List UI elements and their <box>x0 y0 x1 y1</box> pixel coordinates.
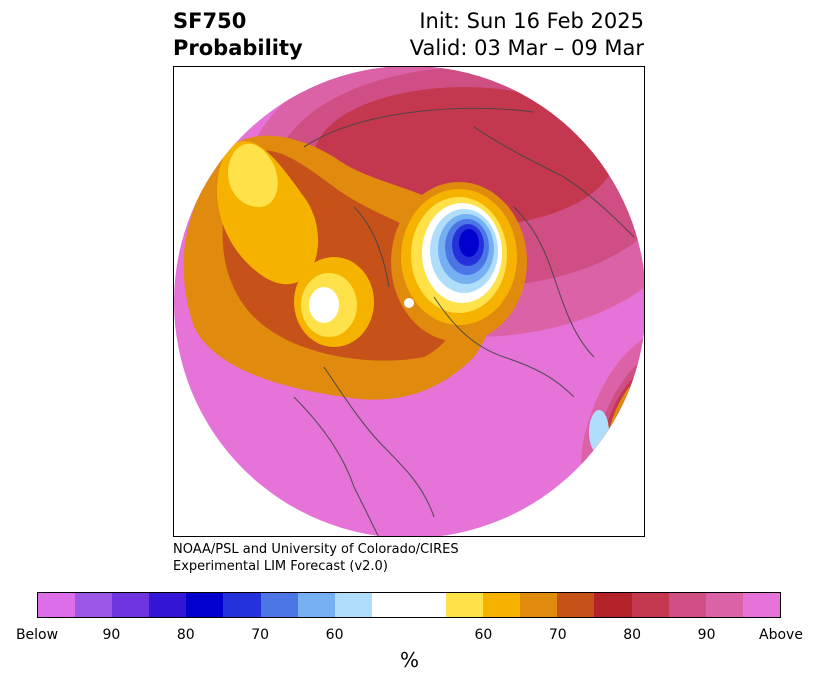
colorbar-segment <box>557 593 595 617</box>
colorbar-segment <box>186 593 224 617</box>
colorbar-tick-label: Above <box>759 627 803 643</box>
colorbar-segment <box>38 593 76 617</box>
colorbar-segment <box>334 593 372 617</box>
colorbar-tick-label: 70 <box>251 627 270 643</box>
colorbar-segment <box>483 593 521 617</box>
colorbar-tick-label: 60 <box>325 627 344 643</box>
polar-map-svg <box>174 67 644 536</box>
colorbar-segment <box>75 593 113 617</box>
colorbar-segment <box>112 593 150 617</box>
title-block-right: Init: Sun 16 Feb 2025 Valid: 03 Mar – 09… <box>410 8 644 62</box>
colorbar-segment <box>446 593 484 617</box>
colorbar-segment <box>594 593 632 617</box>
forecast-map <box>173 66 645 537</box>
init-date: Init: Sun 16 Feb 2025 <box>419 9 644 33</box>
colorbar-segment <box>260 593 298 617</box>
colorbar-ticks: Below 90 80 70 60 60 70 80 90 Above <box>0 627 819 647</box>
colorbar-segment <box>297 593 335 617</box>
colorbar-segment <box>742 593 780 617</box>
colorbar-tick-label: 80 <box>623 627 642 643</box>
title-block-left: SF750 Probability <box>173 8 303 62</box>
colorbar-segment <box>520 593 558 617</box>
probability-label: Probability <box>173 36 303 60</box>
colorbar-segment <box>223 593 261 617</box>
colorbar-segment <box>408 593 447 617</box>
colorbar-segment <box>149 593 187 617</box>
colorbar-tick-label: 90 <box>697 627 716 643</box>
colorbar-tick-label: 90 <box>102 627 121 643</box>
credit-text: NOAA/PSL and University of Colorado/CIRE… <box>173 541 459 575</box>
colorbar-segment <box>705 593 743 617</box>
colorbar-segment <box>631 593 669 617</box>
colorbar-tick-label: Below <box>15 627 59 643</box>
colorbar-tick-label: 70 <box>548 627 567 643</box>
credit-line-2: Experimental LIM Forecast (v2.0) <box>173 559 388 574</box>
colorbar <box>37 592 781 618</box>
probability-field <box>174 67 644 536</box>
valid-range: Valid: 03 Mar – 09 Mar <box>409 36 644 60</box>
variable-name: SF750 <box>173 9 247 33</box>
colorbar-tick-label: 60 <box>474 627 493 643</box>
colorbar-segment <box>668 593 706 617</box>
credit-line-1: NOAA/PSL and University of Colorado/CIRE… <box>173 542 459 557</box>
colorbar-tick-label: 80 <box>176 627 195 643</box>
colorbar-unit: % <box>399 648 419 672</box>
colorbar-segment <box>371 593 409 617</box>
